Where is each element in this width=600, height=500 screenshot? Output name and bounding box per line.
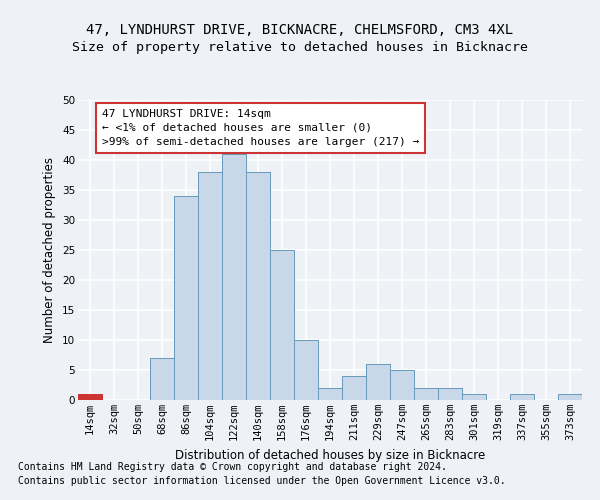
- Bar: [198, 172, 222, 400]
- Text: Size of property relative to detached houses in Bicknacre: Size of property relative to detached ho…: [72, 41, 528, 54]
- Text: 47 LYNDHURST DRIVE: 14sqm
← <1% of detached houses are smaller (0)
>99% of semi-: 47 LYNDHURST DRIVE: 14sqm ← <1% of detac…: [102, 109, 419, 147]
- Bar: [222, 154, 246, 400]
- Bar: [558, 394, 582, 400]
- Text: Contains HM Land Registry data © Crown copyright and database right 2024.: Contains HM Land Registry data © Crown c…: [18, 462, 447, 472]
- Bar: [174, 196, 198, 400]
- Bar: [390, 370, 414, 400]
- Bar: [246, 172, 270, 400]
- Bar: [438, 388, 462, 400]
- Bar: [510, 394, 534, 400]
- Bar: [78, 394, 102, 400]
- Text: 47, LYNDHURST DRIVE, BICKNACRE, CHELMSFORD, CM3 4XL: 47, LYNDHURST DRIVE, BICKNACRE, CHELMSFO…: [86, 22, 514, 36]
- Text: Contains public sector information licensed under the Open Government Licence v3: Contains public sector information licen…: [18, 476, 506, 486]
- Bar: [150, 358, 174, 400]
- X-axis label: Distribution of detached houses by size in Bicknacre: Distribution of detached houses by size …: [175, 448, 485, 462]
- Bar: [462, 394, 486, 400]
- Bar: [294, 340, 318, 400]
- Bar: [270, 250, 294, 400]
- Bar: [414, 388, 438, 400]
- Bar: [366, 364, 390, 400]
- Bar: [342, 376, 366, 400]
- Bar: [318, 388, 342, 400]
- Y-axis label: Number of detached properties: Number of detached properties: [43, 157, 56, 343]
